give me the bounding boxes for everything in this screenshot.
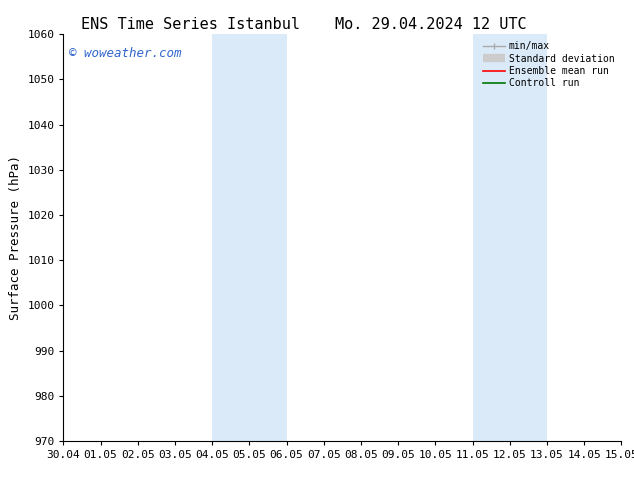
Bar <box>212 34 249 441</box>
Text: Mo. 29.04.2024 12 UTC: Mo. 29.04.2024 12 UTC <box>335 17 527 32</box>
Bar <box>249 34 287 441</box>
Bar <box>510 34 547 441</box>
Text: © woweather.com: © woweather.com <box>69 47 181 59</box>
Text: ENS Time Series Istanbul: ENS Time Series Istanbul <box>81 17 300 32</box>
Y-axis label: Surface Pressure (hPa): Surface Pressure (hPa) <box>9 155 22 320</box>
Legend: min/max, Standard deviation, Ensemble mean run, Controll run: min/max, Standard deviation, Ensemble me… <box>479 37 618 92</box>
Bar <box>472 34 510 441</box>
